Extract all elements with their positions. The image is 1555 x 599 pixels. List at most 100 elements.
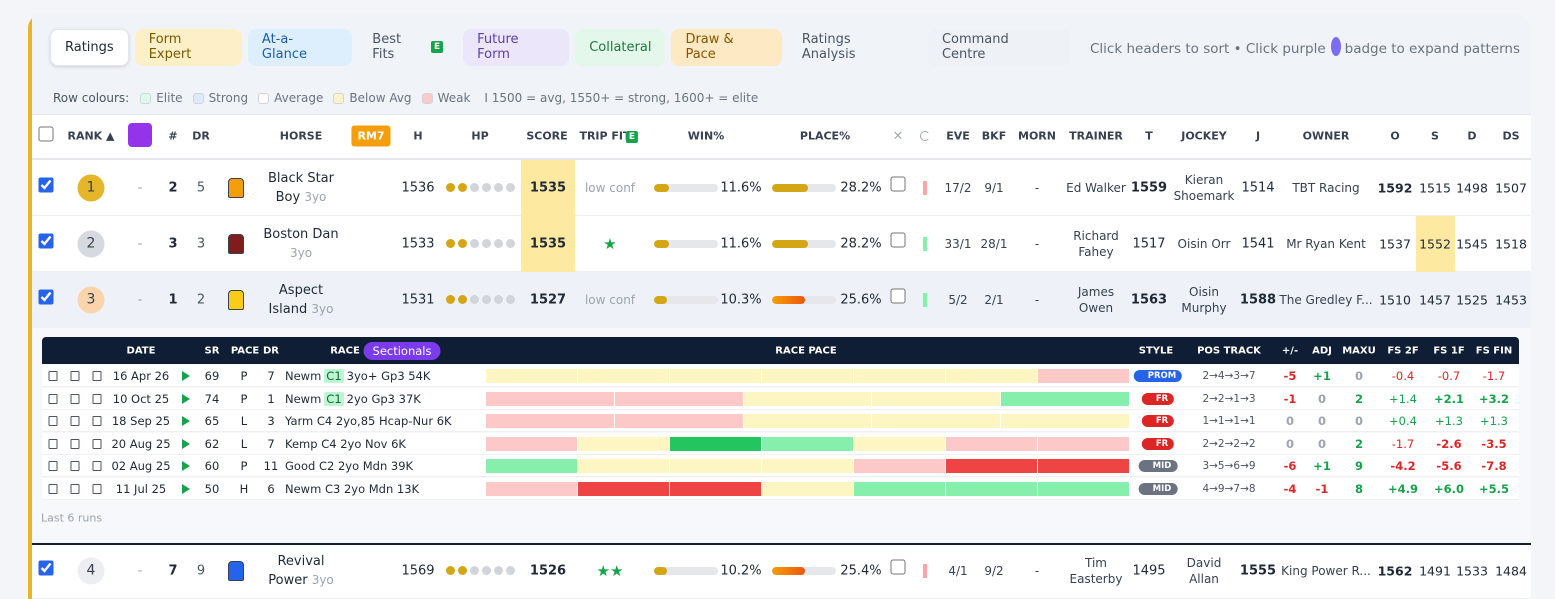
j-rating: 1541 [1241, 236, 1275, 252]
checkbox[interactable] [38, 126, 54, 142]
pace-segment [1038, 436, 1129, 451]
hint-text: badge to expand patterns [1344, 41, 1520, 57]
tab[interactable]: Form Expert [134, 28, 242, 66]
horse-number: 3 [168, 236, 178, 252]
column-header: S [1431, 129, 1439, 143]
rank-badge: 3 [77, 286, 105, 314]
tab[interactable]: Ratings Analysis [788, 29, 922, 66]
tab[interactable]: At-a-Glance [247, 28, 353, 66]
win-pct: 10.2% [720, 563, 762, 579]
runs-header-label: DR [262, 345, 280, 357]
run-icon [48, 371, 58, 381]
s-highlight [1416, 216, 1455, 272]
dash: - [137, 180, 143, 196]
horse: Black Star Boy [268, 171, 334, 205]
race-course: Newm [285, 369, 322, 383]
hp-dot [482, 566, 491, 575]
runs-header-label: FS 1F [1433, 345, 1465, 357]
checkbox[interactable] [890, 232, 906, 248]
run-fs2f: -4.2 [1390, 459, 1416, 473]
race-pace-bar [486, 414, 1129, 428]
race-pace-bar [486, 391, 1129, 406]
trip-fit: ★ [603, 235, 617, 253]
tab[interactable]: Draw & Pace [671, 28, 782, 66]
hp-dot [470, 295, 479, 304]
legend-swatch [421, 92, 433, 104]
tab-label: Ratings [65, 39, 114, 55]
tab[interactable]: Command Centre [927, 28, 1070, 66]
legend-note: I 1500 = avg, 1550+ = strong, 1600+ = el… [484, 91, 759, 105]
checkbox[interactable] [38, 233, 54, 249]
run-fs2f: +1.4 [1389, 391, 1417, 406]
checkbox[interactable] [38, 560, 54, 576]
win-bar [654, 240, 669, 248]
jockey: David Allan [1186, 556, 1222, 586]
s-rating: 1552 [1419, 236, 1451, 252]
score: 1527 [529, 292, 567, 308]
run-pace: P [240, 369, 248, 383]
run-pace: L [240, 436, 248, 451]
run-icon [92, 371, 102, 381]
rm7-badge: RM7 [351, 125, 391, 147]
hp-dots [446, 239, 516, 249]
hp-dot [506, 566, 515, 575]
hp-dot [482, 239, 491, 248]
hp-dot [506, 183, 515, 192]
tab[interactable]: Future Form [463, 28, 570, 66]
legend-swatch [333, 92, 345, 104]
t-rating: 1563 [1130, 292, 1168, 308]
tab[interactable]: Collateral [575, 28, 666, 66]
tab[interactable]: Ratings [50, 28, 129, 66]
run-adj: 0 [1317, 391, 1327, 406]
run-pm: 0 [1285, 414, 1295, 428]
tab[interactable]: Best Fits E [358, 29, 457, 66]
checkbox[interactable] [38, 289, 54, 305]
bar-track [654, 296, 718, 304]
place-bar [772, 184, 809, 192]
t-rating: 1517 [1132, 236, 1166, 252]
hp-filled [446, 183, 467, 193]
play-icon [182, 438, 190, 449]
run-pm: -6 [1283, 459, 1297, 473]
run-fs2f: +4.9 [1387, 481, 1419, 496]
hp-dot [482, 295, 491, 304]
runs-header-label: STYLE [1138, 345, 1174, 357]
o-rating: 1562 [1377, 563, 1413, 579]
s-rating: 1457 [1419, 292, 1451, 308]
checkbox[interactable] [890, 288, 906, 304]
trip-fit: low conf [584, 293, 636, 307]
run-race: Good C2 2yo Mdn 39K [285, 459, 413, 473]
run-race: Newm C1 3yo+ Gp3 54K [285, 369, 430, 383]
run-fsfin: +1.3 [1480, 414, 1508, 428]
runs-header-label: FS 2F [1387, 345, 1419, 357]
race-desc: 3yo+ Gp3 54K [346, 369, 431, 383]
run-maxu: 2 [1354, 436, 1364, 451]
style-badge: FR [1141, 392, 1175, 405]
run-icon [48, 461, 58, 471]
run-icon [92, 416, 102, 426]
legend-item: Elite [156, 91, 183, 105]
bar-track [772, 296, 836, 304]
checkbox[interactable] [890, 559, 906, 575]
checkbox[interactable] [890, 176, 906, 192]
pace-segment [946, 459, 1037, 473]
run-fsfin: -3.5 [1481, 436, 1507, 451]
checkbox[interactable] [38, 177, 54, 193]
play-icon [182, 371, 190, 381]
tab-label: Collateral [589, 39, 652, 55]
pace-segment [946, 481, 1037, 496]
style-badge: PROM [1133, 370, 1183, 382]
run-sr: 74 [204, 391, 220, 406]
hp-filled [446, 566, 467, 576]
hp-dot [470, 239, 479, 248]
pace-segment [670, 481, 761, 496]
hp-dot [470, 183, 479, 192]
d-rating: 1533 [1456, 563, 1488, 579]
bar-track [772, 567, 836, 575]
morn: - [1034, 564, 1040, 578]
tab-label: Future Form [477, 32, 519, 62]
o-rating: 1510 [1379, 292, 1411, 308]
horse-number: 7 [168, 563, 178, 579]
hp-dot [506, 239, 515, 248]
run-fs1f: -2.6 [1436, 436, 1462, 451]
